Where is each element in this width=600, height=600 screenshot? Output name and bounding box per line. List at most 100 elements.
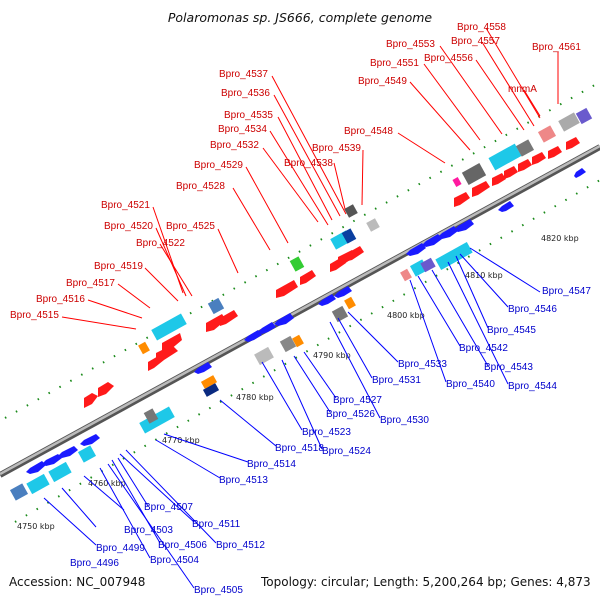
fwd-gene bbox=[518, 159, 532, 172]
gene-label-rev: Bpro_4530 bbox=[380, 415, 429, 426]
reverse-features bbox=[9, 242, 473, 501]
gene-label-fwd: Bpro_4520 bbox=[104, 221, 153, 232]
gene-label-fwd: Bpro_4522 bbox=[136, 238, 185, 249]
gene-label-fwd: Bpro_4519 bbox=[94, 261, 143, 272]
tick-label: 4820 kbp bbox=[541, 234, 579, 243]
gene-label-rev: Bpro_4524 bbox=[322, 446, 371, 457]
rev-gene bbox=[574, 168, 586, 178]
tick-label: 4750 kbp bbox=[17, 522, 55, 531]
tick-labels: 4750 kbp 4760 kbp 4770 kbp 4780 kbp 4790… bbox=[17, 234, 579, 531]
rev-gene bbox=[26, 461, 46, 474]
fwd-gene bbox=[84, 393, 98, 408]
feature-block bbox=[254, 346, 274, 366]
feature-block bbox=[366, 218, 380, 232]
gene-label-fwd: Bpro_4535 bbox=[224, 110, 273, 121]
gene-label-rev: Bpro_4505 bbox=[194, 585, 243, 596]
feature-block bbox=[207, 297, 225, 315]
feature-block bbox=[344, 296, 356, 310]
forward-label-group: Bpro_4515 Bpro_4516 Bpro_4517 Bpro_4519 … bbox=[10, 22, 581, 330]
rev-gene bbox=[438, 226, 458, 239]
feature-block bbox=[344, 204, 358, 218]
fwd-gene bbox=[276, 280, 298, 298]
reverse-genes bbox=[26, 168, 586, 474]
rev-gene bbox=[498, 201, 514, 212]
tick-label: 4800 kbp bbox=[387, 311, 425, 320]
gene-label-fwd: Bpro_4561 bbox=[532, 42, 581, 53]
feature-block bbox=[292, 334, 304, 348]
fwd-gene bbox=[548, 146, 562, 159]
rev-gene bbox=[58, 446, 78, 458]
gene-label-rev: Bpro_4546 bbox=[508, 304, 557, 315]
tick-label: 4760 kbp bbox=[88, 479, 126, 488]
genome-backbone-highlight bbox=[0, 144, 600, 476]
gene-label-rev: Bpro_4544 bbox=[508, 381, 557, 392]
gene-label-rev: Bpro_4542 bbox=[459, 343, 508, 354]
gene-label-fwd: Bpro_4532 bbox=[210, 140, 259, 151]
gene-label-rev: Bpro_4513 bbox=[219, 475, 268, 486]
feature-block bbox=[537, 125, 557, 143]
rev-gene bbox=[194, 362, 212, 374]
fwd-gene bbox=[492, 173, 506, 186]
rev-gene bbox=[80, 434, 100, 446]
fwd-gene bbox=[156, 345, 178, 361]
gene-label-fwd: Bpro_4517 bbox=[66, 278, 115, 289]
gene-label-rev: Bpro_4496 bbox=[70, 558, 119, 569]
tick-label: 4810 kbp bbox=[465, 271, 503, 280]
gene-label-rev: Bpro_4504 bbox=[150, 555, 199, 566]
gene-label-rev: Bpro_4545 bbox=[487, 325, 536, 336]
gene-label-rev: Bpro_4526 bbox=[326, 409, 375, 420]
fwd-gene bbox=[162, 333, 182, 351]
feature-block bbox=[26, 473, 50, 495]
gene-label-rev: Bpro_4547 bbox=[542, 286, 591, 297]
feature-block bbox=[452, 177, 462, 187]
rev-gene bbox=[42, 454, 62, 466]
accession-text: Accession: NC_007948 bbox=[9, 575, 145, 589]
feature-block bbox=[139, 406, 175, 434]
rev-gene bbox=[422, 234, 442, 247]
feature-block bbox=[420, 257, 436, 273]
gene-label-fwd: Bpro_4528 bbox=[176, 181, 225, 192]
rev-gene bbox=[274, 313, 294, 326]
feature-block bbox=[515, 139, 535, 157]
gene-label-fwd: Bpro_4557 bbox=[451, 36, 500, 47]
feature-block bbox=[48, 461, 72, 483]
gene-label-fwd: Bpro_4537 bbox=[219, 69, 268, 80]
feature-block bbox=[279, 335, 297, 353]
rev-gene bbox=[244, 330, 262, 342]
gene-label-rev: Bpro_4518 bbox=[275, 443, 324, 454]
reverse-label-group: Bpro_4496 Bpro_4499 Bpro_4503 Bpro_4504 … bbox=[43, 247, 591, 596]
gene-label-fwd: Bpro_4549 bbox=[358, 76, 407, 87]
outer-track-dots bbox=[4, 81, 600, 419]
gene-label-fwd: Bpro_4529 bbox=[194, 160, 243, 171]
fwd-gene bbox=[566, 137, 580, 150]
gene-label-fwd: Bpro_4558 bbox=[457, 22, 506, 33]
feature-block bbox=[289, 256, 305, 272]
gene-label-rev: Bpro_4506 bbox=[158, 540, 207, 551]
gene-label-fwd: Bpro_4548 bbox=[344, 126, 393, 137]
gene-label-rev: Bpro_4511 bbox=[192, 519, 241, 530]
gene-label-rev: Bpro_4512 bbox=[216, 540, 265, 551]
gene-label-rev: Bpro_4499 bbox=[96, 543, 145, 554]
feature-block bbox=[331, 305, 349, 323]
gene-label-rev: Bpro_4540 bbox=[446, 379, 495, 390]
gene-label-rev: Bpro_4527 bbox=[333, 395, 382, 406]
feature-block bbox=[575, 107, 593, 125]
gene-label-fwd: Bpro_4538 bbox=[284, 158, 333, 169]
fwd-gene bbox=[472, 181, 490, 197]
rev-gene bbox=[334, 286, 352, 298]
forward-features bbox=[138, 107, 593, 355]
gene-label-fwd: Bpro_4553 bbox=[386, 39, 435, 50]
fwd-gene bbox=[344, 246, 364, 262]
fwd-gene bbox=[504, 166, 518, 179]
feature-block bbox=[138, 341, 150, 355]
gene-label-fwd: Bpro_4536 bbox=[221, 88, 270, 99]
rev-gene bbox=[406, 243, 426, 256]
rev-gene bbox=[258, 322, 276, 334]
map-title: Polaromonas sp. JS666, complete genome bbox=[168, 10, 433, 25]
gene-label-rev: Bpro_4531 bbox=[372, 375, 421, 386]
gene-label-rev: Bpro_4503 bbox=[124, 525, 173, 536]
feature-block bbox=[400, 268, 412, 282]
gene-label-rev: Bpro_4514 bbox=[247, 459, 296, 470]
rev-gene bbox=[454, 219, 474, 232]
gene-label-fwd: mnmA bbox=[508, 84, 537, 95]
